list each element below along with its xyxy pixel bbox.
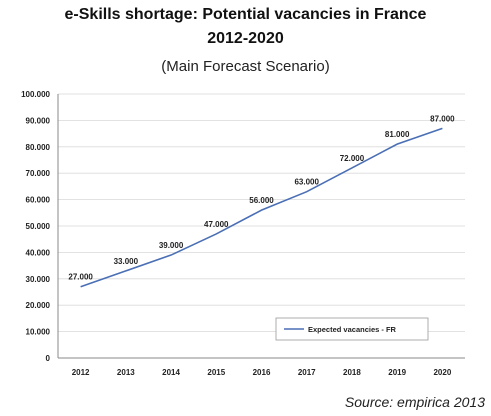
x-tick-label: 2016 [253,368,271,377]
x-tick-label: 2017 [298,368,316,377]
y-tick-label: 30.000 [26,275,51,284]
data-label: 63.000 [294,178,319,187]
data-labels: 27.000 33.000 39.000 47.000 56.000 63.000 72.0… [68,114,455,281]
x-tick-labels: 2012 2013 2014 2015 2016 2017 2018 2019 2020 [72,368,452,377]
y-tick-label: 0 [46,354,51,363]
x-tick-label: 2014 [162,368,180,377]
series-line [80,127,443,288]
data-label: 81.000 [385,130,410,139]
series-group [80,127,443,288]
y-tick-label: 100.000 [21,90,50,99]
chart-title-line2: 2012-2020 [207,30,284,47]
data-label: 72.000 [340,154,365,163]
y-tick-label: 50.000 [26,222,51,231]
y-tick-label: 80.000 [26,143,51,152]
y-tick-label: 60.000 [26,196,51,205]
x-tick-label: 2012 [72,368,90,377]
chart-title-line1: e-Skills shortage: Potential vacancies i… [64,6,427,23]
gridlines [58,93,465,333]
legend-label: Expected vacancies - FR [308,325,397,334]
source-note: Source: empirica 2013 [344,394,485,410]
x-tick-label: 2015 [207,368,225,377]
data-label: 87.000 [430,114,455,123]
legend-box [275,317,429,341]
x-tick-label: 2019 [388,368,406,377]
x-tick-label: 2020 [433,368,451,377]
data-label: 56.000 [249,196,274,205]
y-tick-label: 40.000 [26,248,51,257]
data-label: 47.000 [204,220,229,229]
data-label: 27.000 [68,273,93,282]
y-tick-label: 10.000 [26,328,51,337]
data-label: 39.000 [159,241,184,250]
y-tick-labels: 0 10.000 20.000 30.000 40.000 50.000 60.000 70.… [21,90,50,363]
x-tick-label: 2018 [343,368,361,377]
axes [57,94,465,359]
x-tick-label: 2013 [117,368,135,377]
y-tick-label: 70.000 [26,169,51,178]
chart-subtitle: (Main Forecast Scenario) [161,58,330,75]
y-tick-label: 20.000 [26,301,51,310]
y-tick-label: 90.000 [26,116,51,125]
data-label: 33.000 [114,257,139,266]
legend: Expected vacancies - FR [275,317,429,341]
